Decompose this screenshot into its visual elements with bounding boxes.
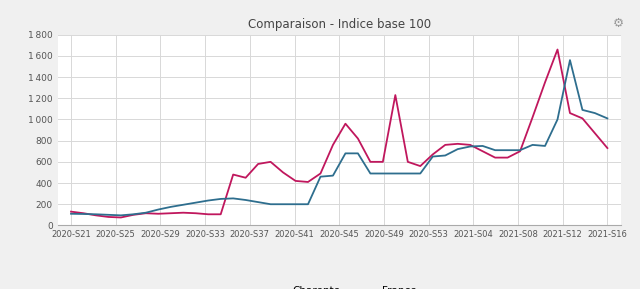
France [454, 147, 461, 151]
France [292, 203, 300, 206]
Charente [516, 149, 524, 153]
France [179, 203, 187, 207]
Title: Comparaison - Indice base 100: Comparaison - Indice base 100 [248, 18, 431, 31]
France [129, 213, 137, 216]
France [254, 200, 262, 204]
Line: Charente: Charente [71, 49, 607, 218]
France [304, 203, 312, 206]
Charente [417, 164, 424, 168]
France [591, 111, 599, 115]
France [354, 152, 362, 155]
Charente [442, 143, 449, 147]
Charente [604, 146, 611, 150]
Charente [179, 211, 187, 214]
France [492, 149, 499, 152]
Charente [329, 143, 337, 147]
Text: ⚙: ⚙ [612, 17, 624, 30]
France [504, 149, 511, 152]
Charente [566, 111, 574, 115]
France [516, 149, 524, 152]
Charente [254, 162, 262, 166]
France [67, 212, 75, 216]
France [154, 208, 162, 211]
France [417, 172, 424, 175]
Charente [342, 122, 349, 125]
France [104, 213, 112, 216]
Charente [392, 93, 399, 97]
France [342, 152, 349, 155]
France [242, 198, 250, 202]
France [604, 117, 611, 120]
Charente [354, 137, 362, 140]
France [92, 213, 100, 216]
France [579, 108, 586, 112]
Charente [429, 153, 436, 156]
France [529, 143, 536, 147]
France [442, 154, 449, 157]
Charente [92, 214, 100, 217]
Charente [317, 172, 324, 175]
Charente [217, 213, 225, 216]
Charente [129, 213, 137, 216]
Charente [292, 179, 300, 183]
Charente [492, 156, 499, 159]
Charente [67, 210, 75, 213]
France [554, 118, 561, 121]
Charente [192, 212, 200, 215]
France [204, 199, 212, 202]
Charente [454, 142, 461, 146]
Charente [479, 149, 486, 153]
Charente [504, 156, 511, 159]
France [367, 172, 374, 175]
France [467, 145, 474, 148]
Charente [367, 160, 374, 164]
Charente [79, 212, 87, 215]
France [541, 144, 549, 148]
France [79, 212, 87, 216]
France [192, 201, 200, 204]
Charente [279, 171, 287, 174]
Charente [154, 212, 162, 216]
Line: France: France [71, 60, 607, 215]
Charente [579, 117, 586, 120]
France [379, 172, 387, 175]
France [392, 172, 399, 175]
France [329, 174, 337, 177]
France [279, 203, 287, 206]
Charente [304, 180, 312, 184]
France [142, 211, 150, 214]
France [404, 172, 412, 175]
Charente [554, 48, 561, 51]
Charente [229, 173, 237, 176]
France [229, 197, 237, 200]
Charente [117, 216, 125, 219]
Charente [467, 143, 474, 147]
France [167, 205, 175, 209]
France [479, 144, 486, 148]
Legend: Charente, France: Charente, France [257, 282, 421, 289]
Charente [404, 160, 412, 164]
France [317, 175, 324, 178]
Charente [541, 81, 549, 84]
France [267, 203, 275, 206]
Charente [167, 212, 175, 215]
France [566, 58, 574, 62]
Charente [267, 160, 275, 164]
Charente [379, 160, 387, 164]
Charente [104, 215, 112, 219]
Charente [529, 116, 536, 119]
France [117, 214, 125, 217]
Charente [591, 131, 599, 135]
France [217, 197, 225, 201]
Charente [242, 176, 250, 179]
France [429, 155, 436, 158]
Charente [204, 213, 212, 216]
Charente [142, 212, 150, 215]
